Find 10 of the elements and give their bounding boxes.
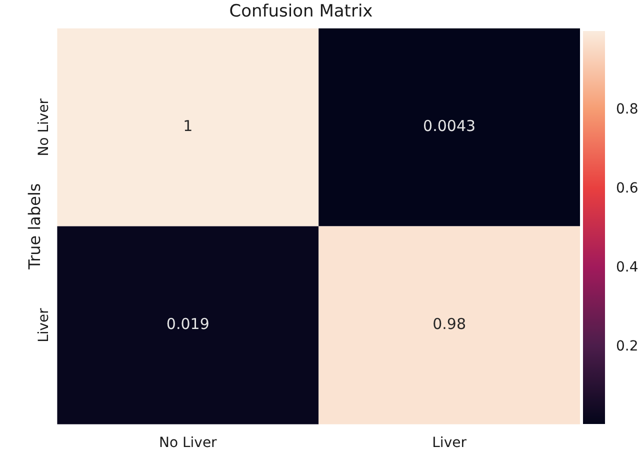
color-bar-label: 0.4 [616,259,638,276]
data-label: 0.0043 [423,117,476,136]
data-label: 0.019 [166,315,210,334]
data-label: 1 [183,117,193,136]
color-bar-label: 0.8 [616,102,638,118]
data-label: 0.98 [432,315,466,334]
chart-title: Confusion Matrix [229,2,373,22]
color-bar-label: 0.2 [616,338,638,354]
color-bar-label: 0.6 [616,180,638,197]
y-axis-title: True labels [24,183,44,270]
